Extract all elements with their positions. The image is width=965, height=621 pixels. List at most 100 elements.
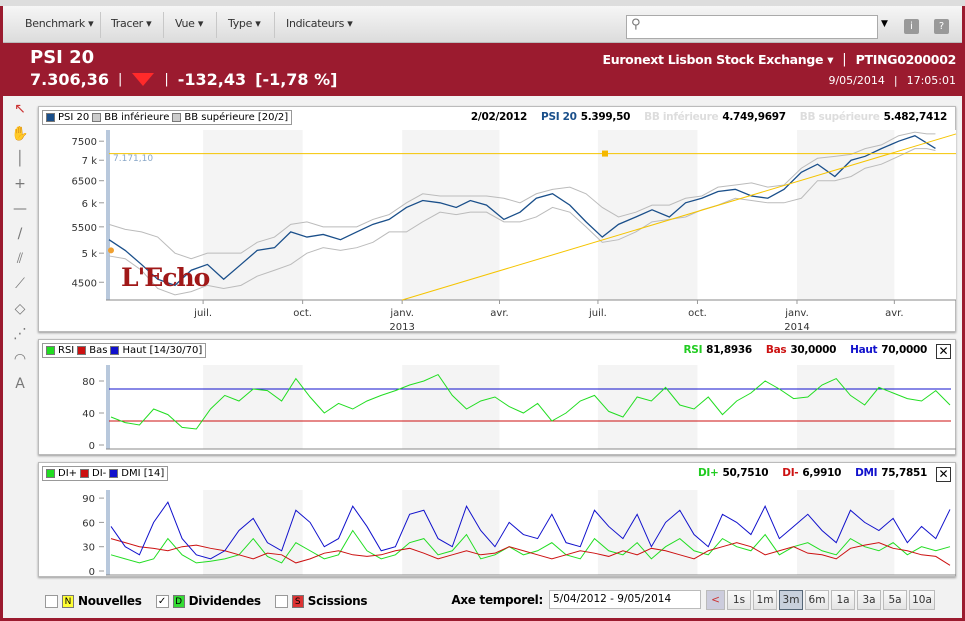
bb-lower-line — [108, 148, 936, 296]
quote-header: PSI 20 7.306,36 | | -132,43 [-1,78 %] Eu… — [3, 43, 962, 96]
readout-date: 2/02/2012 — [470, 111, 528, 123]
psi-line — [108, 135, 936, 287]
period-button-3m[interactable]: 3m — [779, 590, 803, 610]
period-button-10a[interactable]: 10a — [909, 590, 935, 610]
trendline[interactable] — [402, 133, 957, 301]
scissions-label[interactable]: Scissions — [307, 594, 368, 608]
menu-type[interactable]: Type ▾ — [228, 17, 261, 30]
period-button-5a[interactable]: 5a — [883, 590, 907, 610]
legend-di-plus[interactable]: DI+ — [58, 468, 78, 479]
down-arrow-icon — [132, 72, 155, 86]
legend-bb-upper[interactable]: BB supérieure [20/2] — [184, 112, 289, 123]
period-button-1s[interactable]: 1s — [727, 590, 751, 610]
crosshair-icon[interactable]: + — [14, 176, 26, 192]
period-button-3a[interactable]: 3a — [857, 590, 881, 610]
legend-haut[interactable]: Haut [14/30/70] — [122, 345, 203, 356]
rsi-chart[interactable]: 80 40 0 — [39, 340, 957, 456]
date-range-input[interactable]: 5/04/2012 - 9/05/2014 — [549, 590, 701, 609]
legend-rsi[interactable]: RSI — [58, 345, 75, 356]
divider: | — [893, 74, 898, 87]
legend-swatch-psi — [46, 113, 55, 122]
period-button-6m[interactable]: 6m — [805, 590, 829, 610]
readout-dip-label: DI+ — [698, 467, 719, 479]
menu-indicateurs[interactable]: Indicateurs ▾ — [286, 17, 353, 30]
x-tick-label: juil. — [588, 308, 607, 319]
rectangle-icon[interactable]: ◇ — [14, 301, 26, 317]
y-tick-label: 80 — [82, 377, 95, 388]
y-tick-label: 0 — [89, 567, 95, 578]
legend-di-minus[interactable]: DI- — [92, 468, 107, 479]
period-shade — [203, 130, 303, 300]
exchange-row: Euronext Lisbon Stock Exchange ▾ | PTING… — [602, 52, 956, 67]
y-tick-label: 90 — [82, 494, 95, 505]
readout-psi-label: PSI 20 — [541, 111, 577, 123]
hline-handle[interactable] — [602, 150, 608, 157]
close-dmi-button[interactable]: ✕ — [936, 467, 951, 482]
hline-label: 7.171,10 — [113, 154, 154, 164]
rsi-line — [110, 373, 951, 430]
parallel-lines-icon[interactable]: ⫽ — [16, 251, 24, 267]
scissions-checkbox[interactable] — [274, 594, 288, 608]
legend-swatch-bbl — [92, 113, 102, 122]
arc-icon[interactable]: ◠ — [13, 351, 27, 367]
divider: | — [117, 72, 123, 87]
event-marker[interactable] — [108, 247, 114, 254]
vertical-line-icon[interactable]: │ — [15, 151, 25, 167]
close-rsi-button[interactable]: ✕ — [936, 344, 951, 359]
period-shade — [402, 365, 500, 449]
search-dropdown-icon[interactable]: ▼ — [881, 19, 888, 29]
divider — [274, 12, 275, 38]
segment-icon[interactable]: ⟋ — [15, 276, 25, 292]
nouvelles-label[interactable]: Nouvelles — [78, 594, 142, 608]
menu-benchmark[interactable]: Benchmark ▾ — [25, 17, 94, 30]
help-button[interactable]: ? — [934, 19, 949, 34]
legend-dmi[interactable]: DMI [14] — [121, 468, 165, 479]
horizontal-line-icon[interactable]: — — [13, 201, 27, 217]
x-tick-label: avr. — [490, 308, 508, 319]
cursor-icon[interactable]: ↖ — [14, 101, 26, 117]
legend-bas[interactable]: Bas — [89, 345, 108, 356]
search-input[interactable]: ⚲ — [626, 15, 878, 39]
readout-bas-value: 30,0000 — [790, 344, 837, 356]
price-chart[interactable]: 7500 7 k 6500 6 k 5500 5 k 4500 juil. oct. janv. 2… — [39, 107, 957, 333]
y-tick-label: 0 — [89, 441, 95, 452]
background-page-strip — [0, 0, 965, 6]
axis-bar — [106, 365, 110, 449]
readout-bbl-value: 4.749,9697 — [722, 111, 786, 123]
text-icon[interactable]: A — [15, 376, 25, 392]
quote-time: 17:05:01 — [906, 74, 956, 87]
legend-swatch-bbu — [172, 113, 182, 122]
exchange-selector[interactable]: Euronext Lisbon Stock Exchange ▾ — [602, 52, 834, 67]
y-tick-label: 7500 — [72, 137, 97, 148]
quote-row: 7.306,36 | | -132,43 [-1,78 %] — [30, 70, 337, 89]
x-tick-label: oct. — [688, 308, 707, 319]
toolbar: Benchmark ▾ Tracer ▾ Vue ▾ Type ▾ Indica… — [3, 6, 962, 43]
readout-bas-label: Bas — [765, 344, 787, 356]
info-button[interactable]: i — [904, 19, 919, 34]
dmi-chart[interactable]: 90 60 30 0 — [39, 463, 957, 578]
period-button-1m[interactable]: 1m — [753, 590, 777, 610]
trendline-icon[interactable]: / — [17, 226, 23, 242]
divider — [163, 12, 164, 38]
divider — [216, 12, 217, 38]
readout-dim-label: DI- — [782, 467, 799, 479]
nouvelles-checkbox[interactable] — [45, 594, 58, 608]
x-tick-label: janv. — [389, 308, 414, 319]
time-axis: Axe temporel: 5/04/2012 - 9/05/2014 — [451, 590, 701, 609]
legend-swatch-dip — [46, 469, 55, 478]
readout-dim-value: 6,9910 — [802, 467, 842, 479]
y-tick-label: 5500 — [72, 223, 97, 234]
fan-icon[interactable]: ⋰ — [13, 326, 27, 342]
menu-tracer[interactable]: Tracer ▾ — [111, 17, 152, 30]
legend-psi[interactable]: PSI 20 — [58, 112, 90, 123]
period-shade — [597, 365, 698, 449]
readout-bbl-label: BB inférieure — [644, 111, 719, 123]
menu-vue[interactable]: Vue ▾ — [175, 17, 204, 30]
period-button-1a[interactable]: 1a — [831, 590, 855, 610]
search-icon: ⚲ — [631, 17, 641, 32]
dividendes-checkbox[interactable]: ✓ — [155, 594, 169, 608]
prev-period-button[interactable]: < — [706, 590, 725, 610]
hand-icon[interactable]: ✋ — [11, 126, 29, 142]
dividendes-label[interactable]: Dividendes — [188, 594, 261, 608]
legend-bb-lower[interactable]: BB inférieure — [104, 112, 170, 123]
